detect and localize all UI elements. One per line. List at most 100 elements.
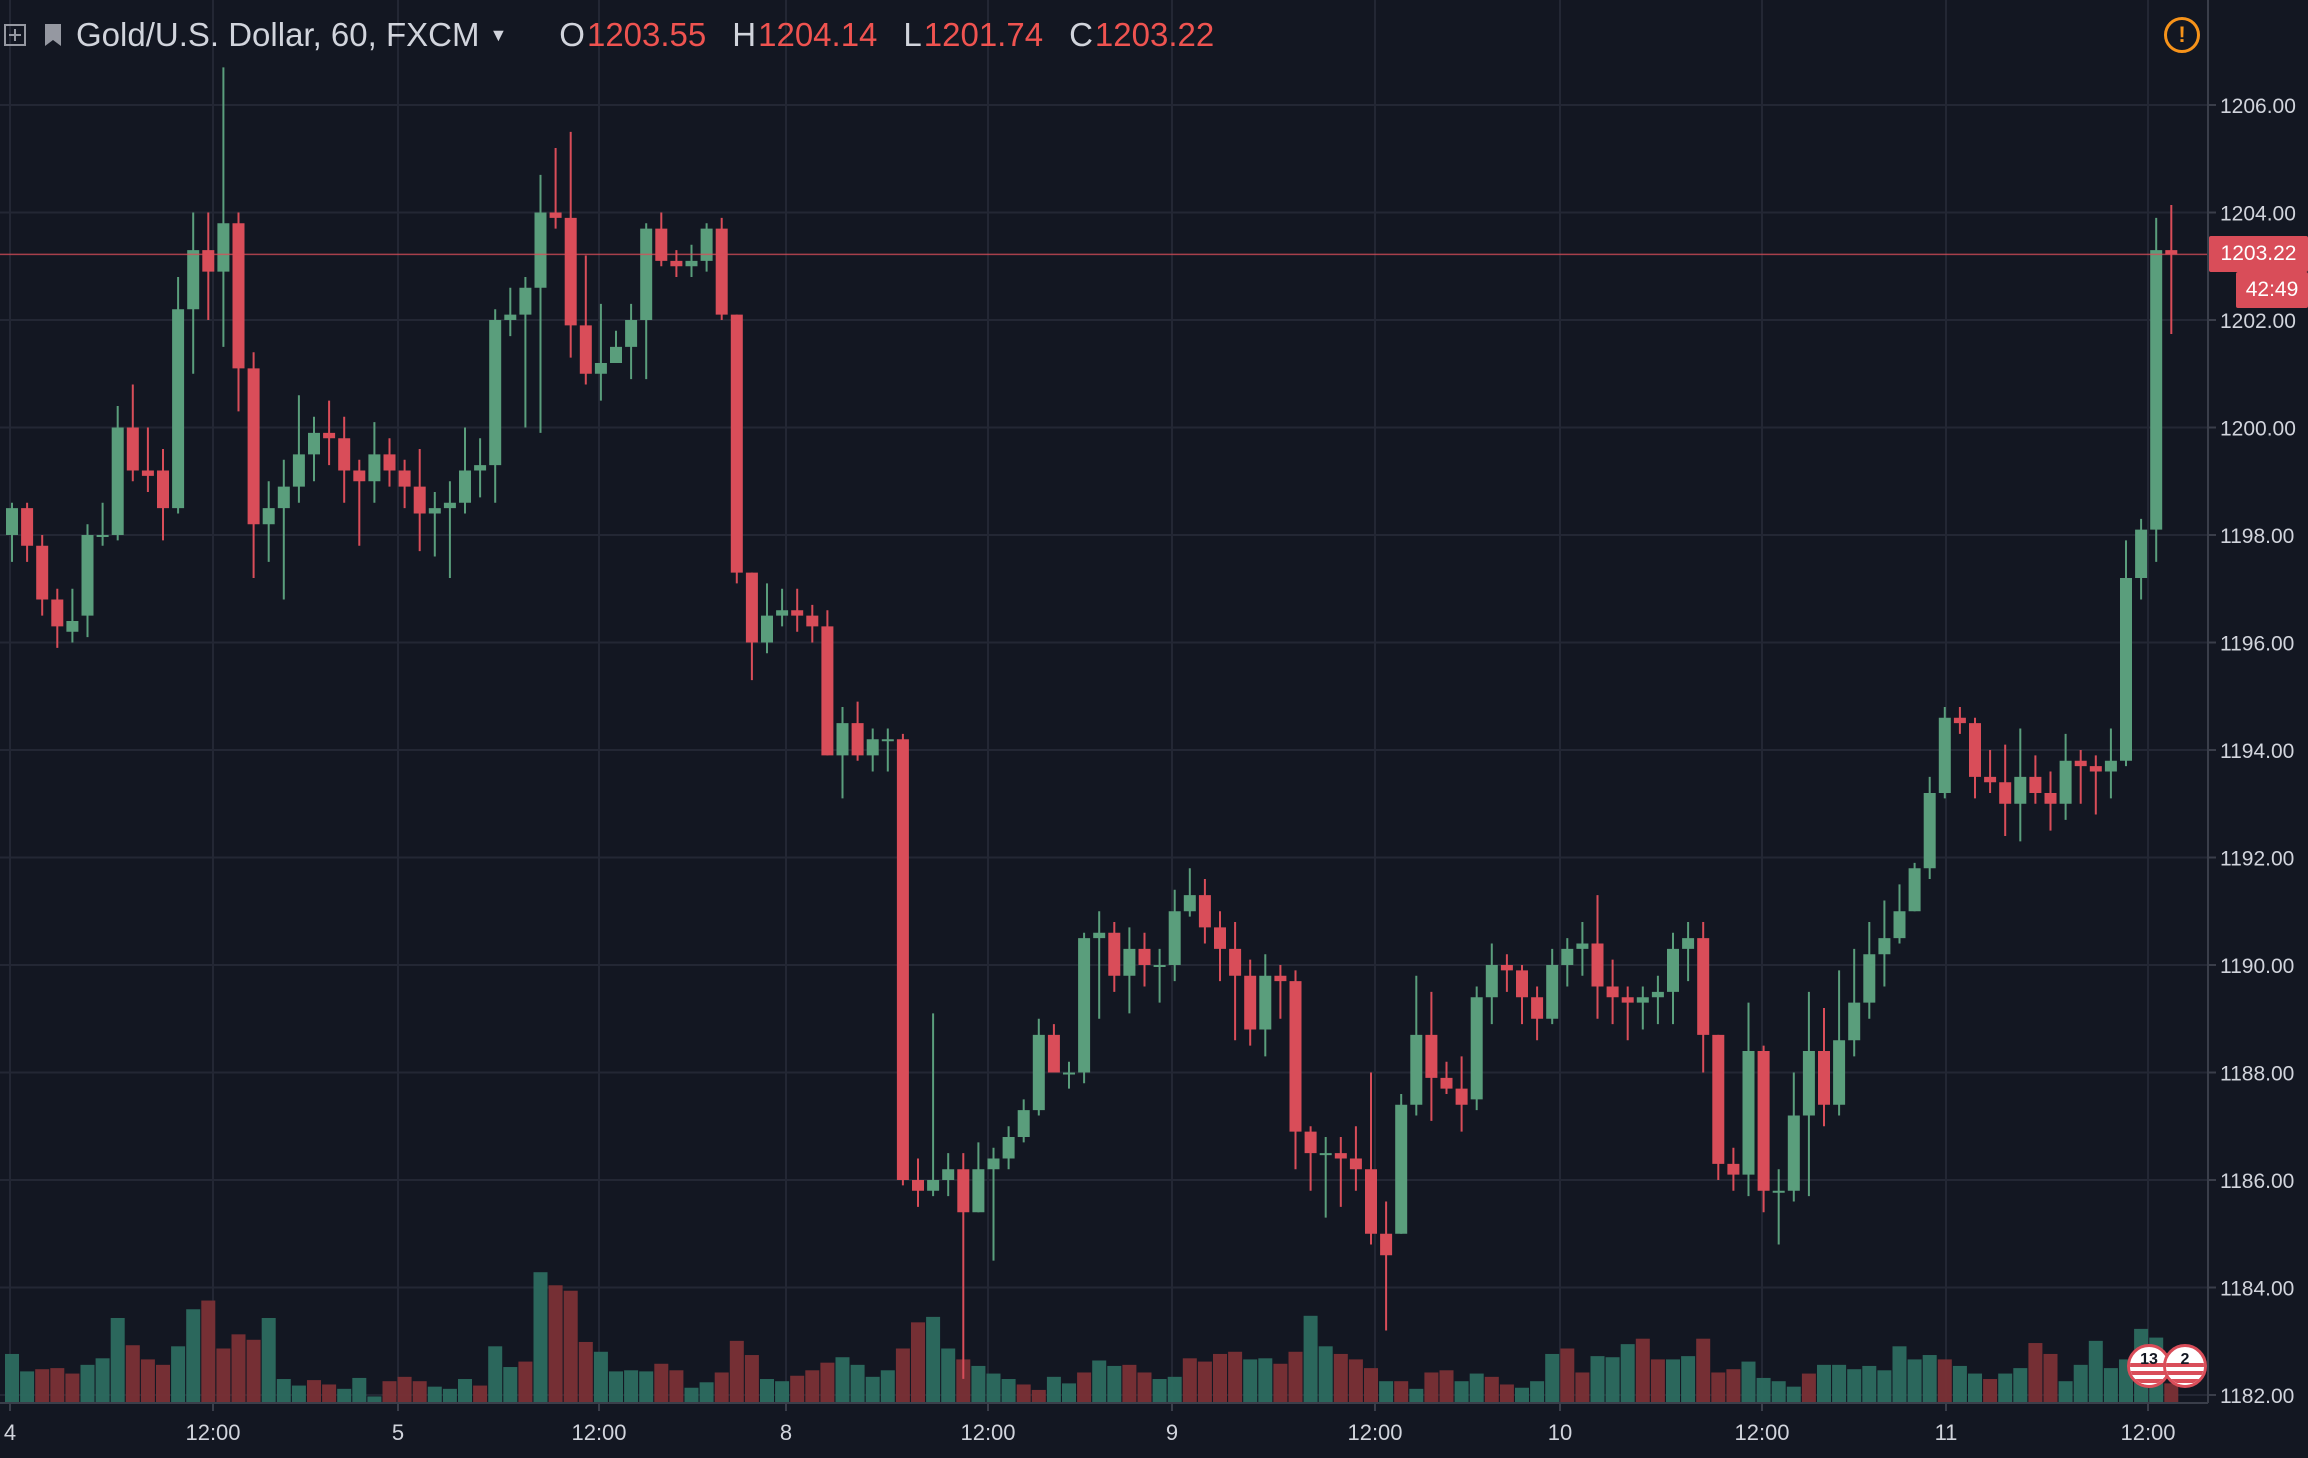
candle — [1168, 889, 1181, 982]
volume-bar — [307, 1380, 321, 1403]
candle — [1818, 1008, 1830, 1127]
candle — [1953, 707, 1966, 734]
volume-bar — [1152, 1379, 1167, 1403]
candle-body — [1621, 997, 1634, 1003]
candle-body — [610, 346, 622, 363]
volume-bar — [1092, 1360, 1107, 1403]
caret-down-icon[interactable]: ▼ — [489, 24, 508, 45]
y-tick-label: 1182.00 — [2220, 1385, 2294, 1408]
volume-bar — [473, 1385, 488, 1403]
candle-body — [1818, 1051, 1830, 1105]
y-tick-label: 1194.00 — [2220, 740, 2294, 763]
candle — [338, 416, 351, 503]
volume-bar — [1620, 1344, 1635, 1403]
candle-body — [308, 432, 320, 455]
volume-bar — [2103, 1368, 2118, 1403]
volume-bar — [895, 1348, 910, 1403]
volume-bar — [1288, 1351, 1303, 1403]
candle-body — [217, 223, 230, 272]
volume-bar — [941, 1348, 956, 1403]
candle-body — [821, 626, 834, 756]
candle — [821, 610, 834, 756]
x-tick-label: 12:00 — [571, 1420, 626, 1445]
volume-bar — [1817, 1364, 1831, 1403]
grid-lines — [0, 0, 2208, 1403]
time-axis[interactable]: 4 12:00 5 12:00 8 12:00 9 12:00 10 12:00 11 12:00 — [4, 1403, 2176, 1445]
candle — [730, 314, 743, 584]
candle-body — [1244, 975, 1257, 1030]
volume-bar — [1998, 1373, 2013, 1403]
candle — [942, 1153, 955, 1197]
candle — [1002, 1126, 1015, 1170]
symbol-title[interactable]: Gold/U.S. Dollar, 60, FXCM — [76, 16, 480, 53]
candle — [1304, 1126, 1317, 1191]
candle-body — [2089, 766, 2102, 772]
volume-bar — [2013, 1368, 2028, 1403]
candle-body — [866, 739, 879, 756]
candle-body — [1002, 1137, 1015, 1159]
candle-body — [1712, 1034, 1725, 1164]
candle-body — [1848, 1002, 1861, 1041]
candle-body — [1833, 1040, 1846, 1105]
close-value: 1203.22 — [1094, 16, 1215, 53]
volume-bar — [2088, 1340, 2103, 1403]
candle-body — [368, 454, 381, 482]
us-flag-icon[interactable]: 2 — [2163, 1344, 2207, 1388]
low-value: 1201.74 — [923, 16, 1044, 53]
volume-bar — [1968, 1373, 1982, 1403]
crosshair-box-icon[interactable] — [4, 24, 26, 46]
candle — [549, 148, 562, 229]
flag-icon[interactable] — [42, 22, 64, 48]
volume-bar — [110, 1317, 125, 1403]
candle — [2029, 755, 2042, 804]
volume-bar — [1726, 1369, 1741, 1403]
volume-bar — [1741, 1361, 1756, 1403]
y-tick-label: 1196.00 — [2220, 633, 2294, 656]
candle-body — [1546, 965, 1559, 1019]
candle-body — [443, 502, 456, 509]
volume-bar — [50, 1368, 65, 1403]
alert-icon[interactable]: ! — [2164, 17, 2200, 53]
volume-bar — [1439, 1370, 1454, 1403]
candle-body — [670, 260, 683, 267]
candle-body — [111, 427, 124, 535]
volume-bar — [820, 1362, 835, 1403]
x-tick-label: 8 — [780, 1420, 792, 1445]
volume-bar — [1303, 1315, 1318, 1403]
volume-bar — [1952, 1365, 1967, 1403]
candle — [1078, 932, 1091, 1084]
volume-bar — [1847, 1369, 1862, 1403]
candle-body — [2014, 776, 2027, 804]
candle — [972, 1142, 985, 1213]
candle — [625, 303, 638, 380]
candle — [1365, 1072, 1377, 1245]
volume-bar — [1228, 1351, 1243, 1403]
candle-body — [1017, 1110, 1030, 1137]
volume-bar — [95, 1358, 110, 1403]
candle — [51, 588, 64, 648]
candle-body — [277, 486, 290, 509]
volume-bar — [654, 1363, 669, 1403]
volume-bar — [1499, 1384, 1514, 1403]
volume-bar — [246, 1339, 261, 1403]
candle-body — [912, 1180, 924, 1191]
candle-body — [1651, 991, 1664, 998]
volume-bar — [367, 1396, 382, 1403]
candle-body — [1138, 948, 1151, 965]
us-flag-icon[interactable]: 13 — [2127, 1344, 2171, 1388]
candle — [610, 330, 622, 363]
candle-body — [851, 723, 864, 756]
candle-body — [1984, 776, 1997, 783]
candle — [745, 572, 758, 681]
candle-body — [1531, 997, 1544, 1019]
candle — [398, 459, 411, 509]
candle-body — [2104, 760, 2117, 772]
candle-body — [927, 1180, 940, 1191]
price-axis[interactable]: 1206.00 1204.00 1202.00 1200.00 1198.00 1196.… — [2208, 95, 2296, 1408]
candle-body — [1908, 868, 1921, 912]
candle-body — [81, 535, 94, 616]
volume-bar — [1786, 1386, 1801, 1403]
high-value: 1204.14 — [758, 16, 878, 53]
volume-bar — [125, 1345, 140, 1403]
